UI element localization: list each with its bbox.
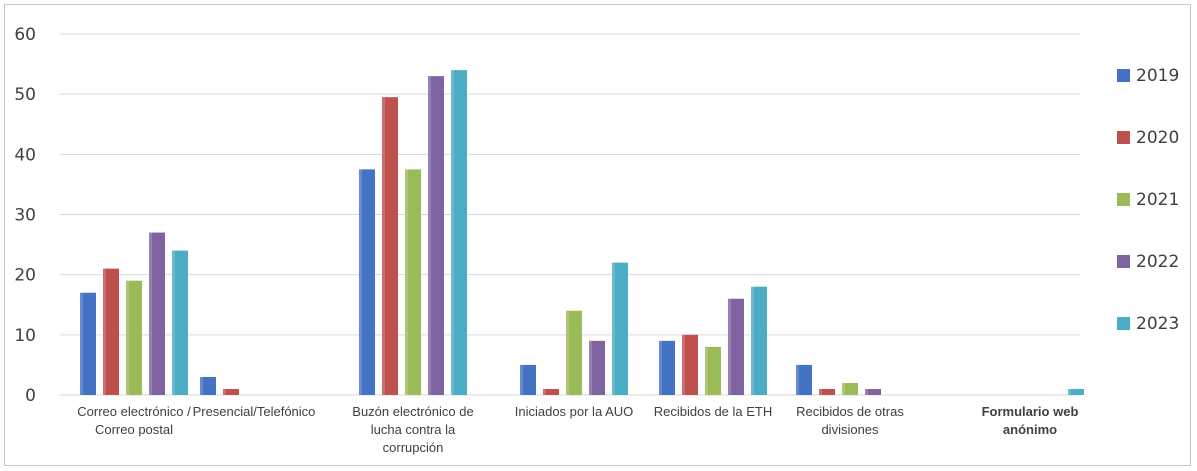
bar-highlight	[589, 340, 592, 395]
bar-2022-4	[728, 298, 744, 395]
y-tick-label: 10	[14, 326, 36, 346]
bar-highlight	[612, 262, 615, 395]
bar-2019-4	[659, 340, 675, 395]
bar-highlight	[819, 388, 822, 395]
category-label: Recibidos de la ETH	[654, 404, 773, 419]
bar-highlight	[728, 298, 731, 395]
category-label: lucha contra la	[371, 422, 456, 437]
legend-label-2020: 2020	[1136, 128, 1179, 148]
legend-label-2023: 2023	[1136, 314, 1179, 334]
category-label: Correo postal	[95, 422, 173, 437]
category-label: Iniciados por la AUO	[515, 404, 634, 419]
bar-highlight	[543, 388, 546, 395]
y-tick-label: 0	[25, 386, 36, 406]
bar-2020-1	[223, 388, 239, 395]
y-tick-label: 20	[14, 266, 36, 286]
legend-label-2019: 2019	[1136, 66, 1179, 86]
bar-2021-5	[842, 382, 858, 395]
bar-2022-3	[589, 340, 605, 395]
bar-2020-0	[103, 268, 119, 395]
bar-2020-3	[543, 388, 559, 395]
bar-highlight	[659, 340, 662, 395]
bar-highlight	[405, 169, 408, 395]
chart-frame	[4, 4, 1191, 466]
bar-2019-0	[80, 292, 96, 395]
category-label: Presencial/Telefónico	[193, 404, 316, 419]
legend-swatch-2020	[1117, 131, 1130, 144]
bar-highlight	[796, 364, 799, 395]
bar-2021-0	[126, 280, 142, 395]
category-label: Buzón electrónico de	[352, 404, 473, 419]
bar-highlight	[705, 346, 708, 395]
bar-highlight	[359, 169, 362, 395]
legend-label-2022: 2022	[1136, 252, 1179, 272]
bar-highlight	[451, 70, 454, 395]
bar-2023-2	[451, 70, 467, 395]
bar-2021-4	[705, 346, 721, 395]
legend-swatch-2023	[1117, 317, 1130, 330]
y-tick-label: 60	[14, 25, 36, 45]
y-tick-label: 50	[14, 85, 36, 105]
bar-highlight	[1068, 388, 1071, 395]
bar-2023-4	[751, 286, 767, 395]
category-label: Correo electrónico /	[77, 404, 191, 419]
bar-highlight	[172, 250, 175, 395]
bar-2022-0	[149, 232, 165, 395]
bar-2019-2	[359, 169, 375, 395]
legend-swatch-2022	[1117, 255, 1130, 268]
bar-2022-5	[865, 388, 881, 395]
legend-label-2021: 2021	[1136, 190, 1179, 210]
bar-2022-2	[428, 76, 444, 395]
category-label: anónimo	[1003, 422, 1057, 437]
bar-highlight	[80, 292, 83, 395]
bar-2020-2	[382, 97, 398, 396]
bar-highlight	[842, 382, 845, 395]
bar-highlight	[103, 268, 106, 395]
bar-highlight	[682, 334, 685, 395]
bar-2019-1	[200, 376, 216, 395]
bar-highlight	[126, 280, 129, 395]
category-label: divisiones	[821, 422, 879, 437]
legend-swatch-2021	[1117, 193, 1130, 206]
bar-highlight	[382, 97, 385, 396]
category-label: Formulario web	[982, 404, 1079, 419]
bar-highlight	[566, 310, 569, 395]
bar-highlight	[428, 76, 431, 395]
bar-highlight	[200, 376, 203, 395]
bar-highlight	[751, 286, 754, 395]
bar-2023-0	[172, 250, 188, 395]
bar-2023-3	[612, 262, 628, 395]
bar-highlight	[520, 364, 523, 395]
bar-highlight	[149, 232, 152, 395]
y-tick-label: 30	[14, 206, 36, 226]
category-label: corrupción	[383, 440, 444, 455]
bar-2019-5	[796, 364, 812, 395]
bar-highlight	[865, 388, 868, 395]
y-tick-label: 40	[14, 145, 36, 165]
bar-2020-5	[819, 388, 835, 395]
category-label: Recibidos de otras	[796, 404, 904, 419]
bar-highlight	[223, 388, 226, 395]
bar-2019-3	[520, 364, 536, 395]
bar-2021-3	[566, 310, 582, 395]
bar-2021-2	[405, 169, 421, 395]
legend-swatch-2019	[1117, 69, 1130, 82]
bar-2020-4	[682, 334, 698, 395]
bar-2023-6	[1068, 388, 1084, 395]
